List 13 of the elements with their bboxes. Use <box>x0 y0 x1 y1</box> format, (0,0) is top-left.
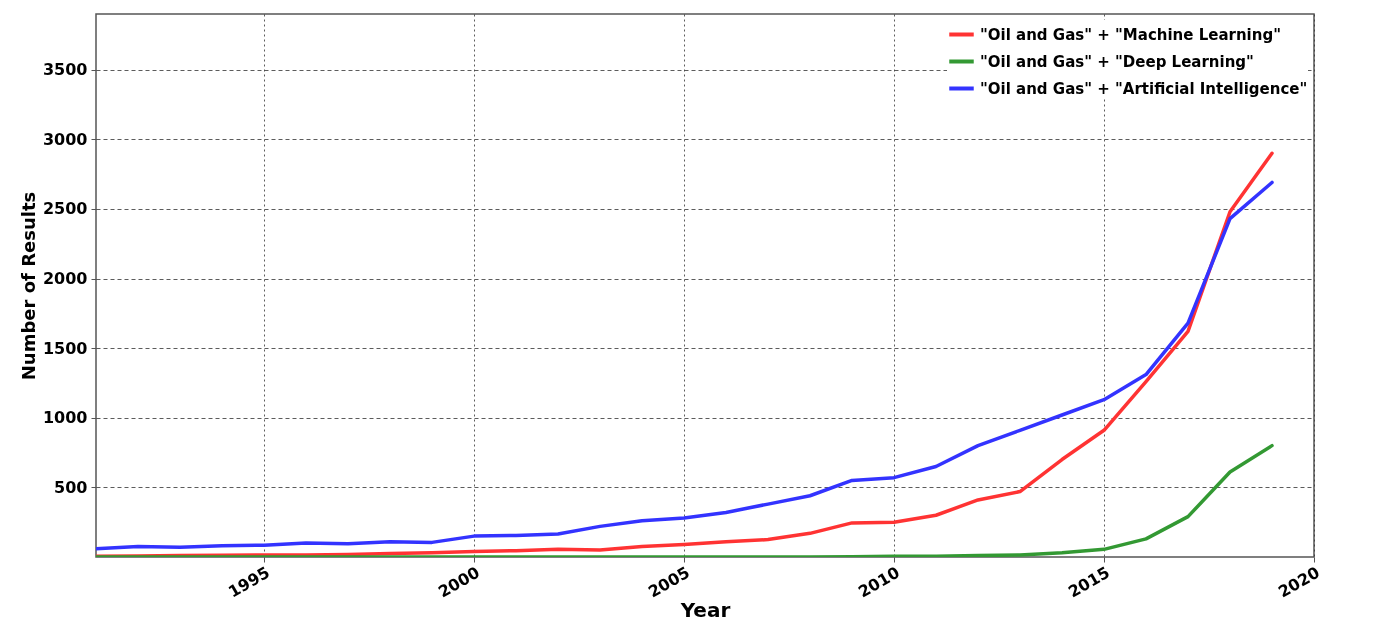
line-series <box>96 443 1274 557</box>
y-tick-label: 500 <box>54 477 88 497</box>
y-axis-title: Number of Results <box>17 191 39 381</box>
y-tick-label: 3000 <box>42 129 88 149</box>
y-tick-label: 2000 <box>42 269 88 289</box>
legend-label: "Oil and Gas" + "Artificial Intelligence" <box>980 79 1308 98</box>
legend-label: "Oil and Gas" + "Machine Learning" <box>980 25 1281 44</box>
x-axis-title: Year <box>679 597 731 622</box>
y-tick-label: 1000 <box>42 408 88 428</box>
y-tick-label: 3500 <box>42 60 88 80</box>
y-tick-label: 2500 <box>42 199 88 219</box>
y-tick-label: 1500 <box>42 338 88 358</box>
legend-label: "Oil and Gas" + "Deep Learning" <box>980 52 1254 71</box>
